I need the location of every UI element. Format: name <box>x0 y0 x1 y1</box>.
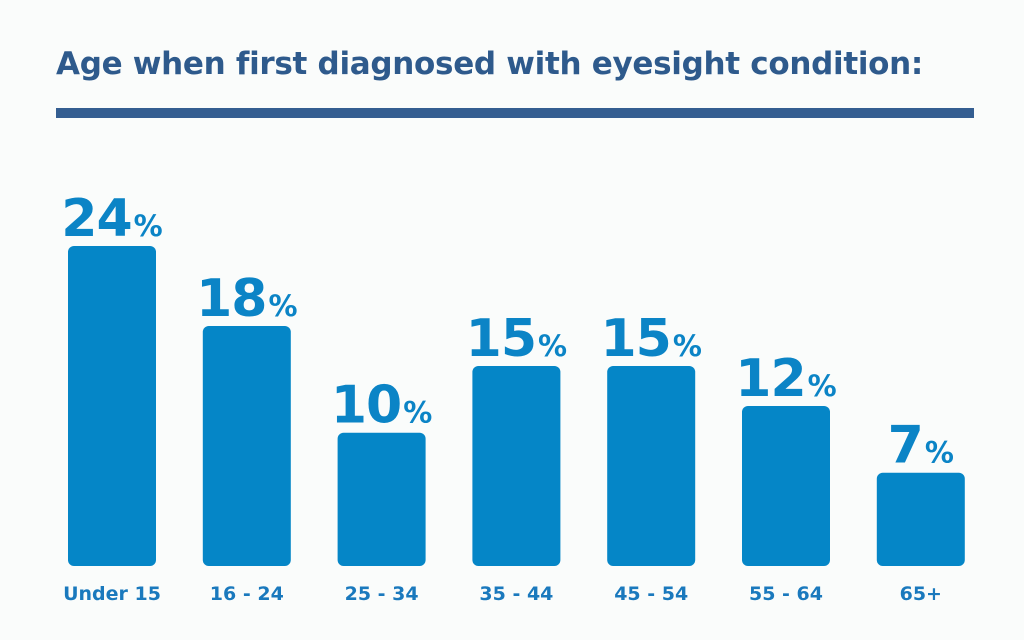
category-label-6: 55 - 64 <box>749 583 823 605</box>
category-label-3: 25 - 34 <box>345 583 419 605</box>
bar-5 <box>607 366 696 566</box>
category-label-1: Under 15 <box>63 583 161 605</box>
value-label-2: 18% <box>196 269 297 329</box>
value-label-6: 12% <box>735 349 836 409</box>
bar-1 <box>68 246 156 566</box>
value-label-5: 15% <box>600 309 701 369</box>
bar-7 <box>876 472 965 566</box>
category-label-5: 45 - 54 <box>614 583 688 605</box>
bar-2 <box>202 326 291 566</box>
bar-4 <box>472 366 561 566</box>
title-underline <box>56 108 974 118</box>
value-label-1: 24% <box>61 189 162 249</box>
category-label-7: 65+ <box>900 583 942 605</box>
chart-title: Age when first diagnosed with eyesight c… <box>56 46 924 82</box>
value-label-7: 7% <box>888 416 954 476</box>
category-label-2: 16 - 24 <box>210 583 284 605</box>
bar-6 <box>742 406 830 566</box>
value-label-3: 10% <box>331 376 432 436</box>
bar-3 <box>337 432 426 566</box>
value-label-4: 15% <box>466 309 567 369</box>
category-label-4: 35 - 44 <box>479 583 553 605</box>
